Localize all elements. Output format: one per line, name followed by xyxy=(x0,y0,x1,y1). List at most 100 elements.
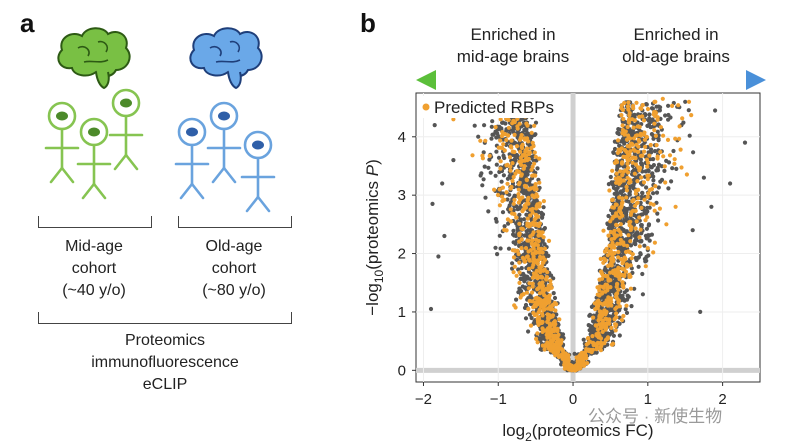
data-point-protein xyxy=(608,174,613,180)
data-point-protein xyxy=(666,186,671,191)
data-point-rbp xyxy=(529,167,534,172)
data-point-rbp xyxy=(541,235,546,240)
data-point-rbp xyxy=(600,276,605,281)
data-point-protein xyxy=(551,291,556,296)
data-point-rbp xyxy=(546,238,552,243)
data-point-rbp xyxy=(541,255,546,260)
data-point-rbp xyxy=(613,328,618,333)
data-point-rbp xyxy=(548,315,553,320)
data-point-protein xyxy=(490,132,495,137)
data-point-protein xyxy=(502,224,507,229)
data-point-protein xyxy=(647,112,652,117)
data-point-protein xyxy=(624,217,630,222)
data-point-rbp xyxy=(533,182,538,187)
data-point-protein xyxy=(490,119,495,124)
data-point-protein xyxy=(535,166,540,171)
data-point-rbp xyxy=(638,133,643,138)
data-point-rbp xyxy=(542,246,548,251)
data-point-rbp xyxy=(634,219,639,224)
data-point-protein xyxy=(662,168,667,173)
data-point-rbp xyxy=(483,138,488,143)
data-point-rbp xyxy=(502,227,507,232)
data-point-protein xyxy=(644,226,650,231)
data-point-protein xyxy=(519,117,524,122)
data-point-rbp xyxy=(645,164,650,169)
data-point-rbp xyxy=(616,265,621,270)
data-point-rbp xyxy=(499,133,504,139)
data-point-rbp xyxy=(614,222,619,227)
data-point-rbp xyxy=(579,353,584,359)
data-point-protein xyxy=(656,138,661,143)
data-point-rbp xyxy=(514,273,519,278)
data-point-rbp xyxy=(497,187,502,192)
data-point-rbp xyxy=(630,252,635,257)
data-point-rbp xyxy=(628,239,633,244)
data-point-rbp xyxy=(627,177,632,182)
data-point-rbp xyxy=(553,308,558,313)
data-point-rbp xyxy=(551,328,556,333)
data-point-rbp xyxy=(619,317,625,323)
data-point-rbp xyxy=(615,150,621,155)
data-point-rbp xyxy=(623,154,628,160)
data-point-rbp xyxy=(505,217,510,222)
data-point-protein xyxy=(524,127,529,132)
data-point-rbp xyxy=(517,270,522,275)
data-point-protein xyxy=(476,134,481,139)
data-point-rbp xyxy=(526,306,531,312)
data-point-rbp xyxy=(584,342,589,347)
data-point-rbp xyxy=(620,283,625,288)
data-point-rbp xyxy=(622,255,627,260)
data-point-protein xyxy=(472,123,477,128)
data-point-protein xyxy=(494,149,499,154)
data-point-rbp xyxy=(637,114,642,119)
data-point-rbp xyxy=(550,334,555,339)
data-point-rbp xyxy=(517,280,522,285)
data-point-rbp xyxy=(522,164,527,169)
data-point-rbp xyxy=(540,326,545,331)
data-point-protein xyxy=(647,238,652,243)
data-point-protein xyxy=(482,164,487,169)
data-point-protein xyxy=(619,190,624,195)
data-point-rbp xyxy=(610,168,615,173)
data-point-rbp xyxy=(480,156,485,161)
data-point-rbp xyxy=(550,302,555,308)
data-point-rbp xyxy=(496,145,501,150)
data-point-rbp xyxy=(530,238,535,243)
data-point-rbp xyxy=(684,172,690,177)
data-point-rbp xyxy=(530,281,535,286)
data-point-protein xyxy=(588,323,593,329)
data-point-rbp xyxy=(566,361,571,366)
data-point-rbp xyxy=(620,123,625,128)
data-point-rbp xyxy=(629,256,634,261)
data-point-rbp xyxy=(624,303,629,308)
data-point-protein xyxy=(632,286,637,291)
old-age-line-2: cohort xyxy=(211,260,257,277)
data-point-protein xyxy=(521,191,527,196)
data-point-rbp xyxy=(633,226,638,231)
data-point-rbp xyxy=(612,228,617,233)
data-point-rbp xyxy=(607,262,613,268)
data-point-rbp xyxy=(612,232,617,237)
data-point-protein xyxy=(489,136,494,141)
data-point-protein xyxy=(482,123,487,128)
data-point-protein xyxy=(606,213,611,219)
data-point-rbp xyxy=(547,334,552,339)
data-point-rbp xyxy=(651,250,656,255)
data-point-rbp xyxy=(640,103,645,108)
data-point-rbp xyxy=(641,118,647,123)
data-point-rbp xyxy=(621,178,626,183)
data-point-rbp xyxy=(601,228,606,233)
data-point-rbp xyxy=(607,317,612,322)
data-point-rbp xyxy=(622,273,627,279)
data-point-protein xyxy=(541,205,546,210)
data-point-rbp xyxy=(530,210,535,215)
data-point-rbp xyxy=(638,227,643,232)
data-point-rbp xyxy=(628,286,634,291)
data-point-rbp xyxy=(614,311,619,316)
data-point-rbp xyxy=(643,218,648,223)
data-point-rbp xyxy=(518,149,523,154)
data-point-rbp xyxy=(517,231,522,236)
data-point-rbp xyxy=(617,209,623,214)
panel-a-letter: a xyxy=(20,8,35,38)
